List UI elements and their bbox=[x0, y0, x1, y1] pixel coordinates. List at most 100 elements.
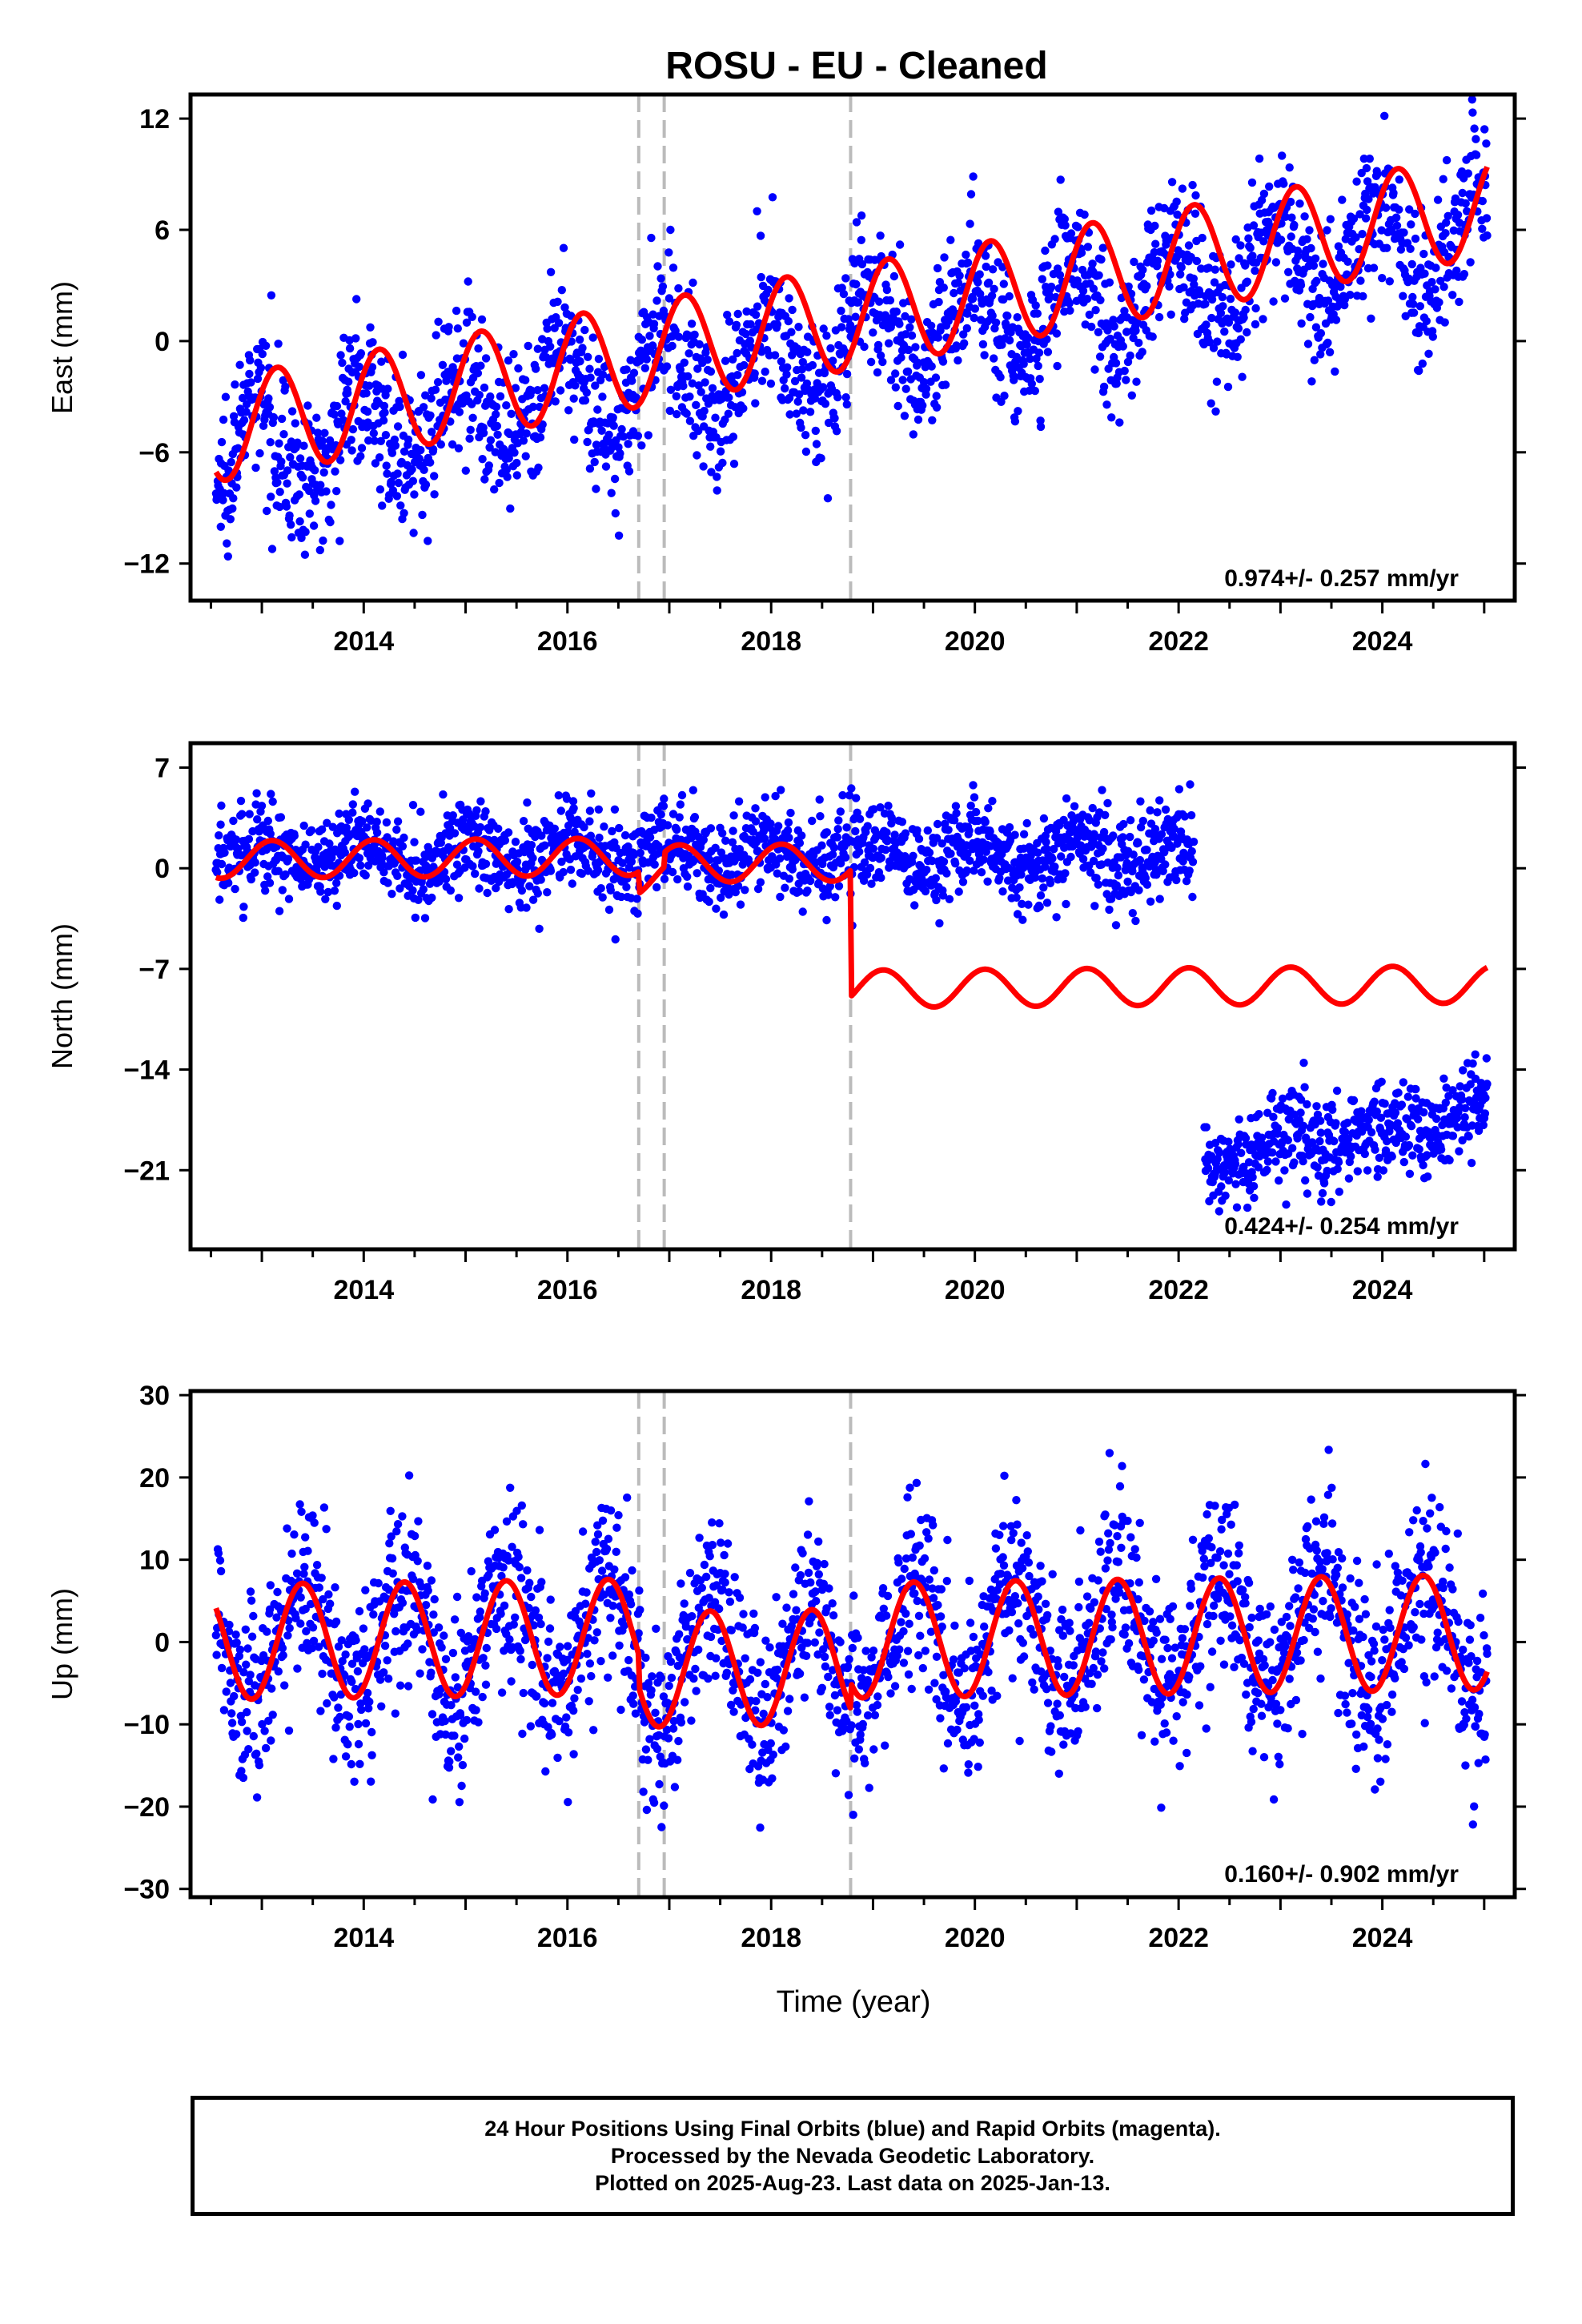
observation-point bbox=[891, 369, 900, 378]
observation-point bbox=[1132, 377, 1141, 386]
observation-point bbox=[1012, 893, 1021, 903]
observation-point bbox=[895, 320, 904, 328]
observation-point bbox=[1033, 309, 1042, 318]
observation-point bbox=[719, 910, 729, 919]
x-tick-label: 2018 bbox=[741, 1275, 801, 1305]
observation-point bbox=[428, 1710, 437, 1719]
observation-point bbox=[1176, 270, 1185, 279]
observation-point bbox=[270, 467, 279, 476]
observation-point bbox=[729, 460, 739, 468]
observation-point bbox=[566, 865, 576, 875]
observation-point bbox=[457, 1781, 466, 1791]
observation-point bbox=[496, 392, 505, 401]
observation-point bbox=[721, 836, 730, 846]
observation-point bbox=[1467, 1159, 1476, 1168]
observation-point bbox=[381, 391, 390, 400]
observation-point bbox=[269, 413, 279, 422]
observation-point bbox=[509, 350, 518, 359]
observation-point bbox=[876, 803, 885, 812]
observation-point bbox=[1287, 213, 1296, 222]
observation-point bbox=[415, 454, 424, 463]
observation-point bbox=[309, 1636, 319, 1646]
observation-point bbox=[656, 274, 665, 283]
observation-point bbox=[357, 444, 367, 452]
observation-point bbox=[842, 369, 852, 379]
observation-point bbox=[313, 428, 323, 437]
observation-point bbox=[817, 841, 826, 850]
observation-point bbox=[355, 1606, 364, 1616]
observation-point bbox=[1331, 316, 1341, 324]
observation-point bbox=[1482, 214, 1492, 223]
observation-point bbox=[1353, 1167, 1363, 1176]
observation-point bbox=[608, 826, 616, 836]
observation-point bbox=[215, 1556, 225, 1565]
observation-point bbox=[384, 1585, 394, 1594]
observation-point bbox=[1299, 1121, 1308, 1131]
observation-point bbox=[1158, 866, 1167, 876]
observation-point bbox=[890, 830, 899, 839]
observation-point bbox=[1480, 1109, 1490, 1118]
observation-point bbox=[1259, 189, 1269, 199]
observation-point bbox=[523, 798, 532, 807]
observation-point bbox=[550, 824, 559, 834]
observation-point bbox=[475, 391, 484, 400]
observation-point bbox=[669, 810, 678, 818]
observation-point bbox=[301, 1533, 310, 1542]
observation-point bbox=[479, 1654, 488, 1663]
observation-point bbox=[305, 509, 314, 518]
observation-point bbox=[1363, 177, 1372, 186]
observation-point bbox=[1482, 1054, 1492, 1063]
x-tick-label: 2018 bbox=[741, 626, 801, 657]
y-axis-label: North (mm) bbox=[46, 923, 78, 1069]
observation-point bbox=[1042, 899, 1052, 907]
observation-point bbox=[569, 804, 578, 813]
observation-point bbox=[476, 797, 485, 806]
observation-point bbox=[527, 841, 536, 850]
observation-point bbox=[1360, 1149, 1370, 1159]
observation-point bbox=[935, 919, 944, 928]
observation-point bbox=[456, 1711, 465, 1720]
observation-point bbox=[773, 869, 781, 878]
observation-point bbox=[420, 914, 430, 923]
observation-point bbox=[1182, 298, 1191, 307]
observation-point bbox=[1106, 334, 1115, 344]
observation-point bbox=[1307, 1138, 1317, 1147]
observation-point bbox=[701, 378, 709, 387]
observation-point bbox=[1397, 1100, 1407, 1109]
observation-point bbox=[980, 351, 989, 360]
observation-point bbox=[1074, 223, 1082, 231]
observation-point bbox=[490, 485, 499, 494]
observation-point bbox=[1422, 316, 1431, 326]
observation-point bbox=[777, 786, 785, 794]
observation-point bbox=[760, 834, 769, 843]
observation-point bbox=[999, 279, 1009, 288]
observation-point bbox=[1399, 1157, 1409, 1167]
observation-point bbox=[1129, 333, 1138, 343]
observation-point bbox=[665, 294, 674, 303]
observation-point bbox=[1399, 292, 1407, 300]
observation-point bbox=[354, 1739, 363, 1749]
observation-point bbox=[877, 873, 885, 883]
observation-point bbox=[528, 854, 537, 862]
observation-point bbox=[522, 429, 531, 438]
observation-point bbox=[303, 401, 312, 410]
observation-point bbox=[1186, 810, 1196, 820]
observation-point bbox=[287, 521, 295, 529]
observation-point bbox=[673, 825, 681, 834]
observation-point bbox=[312, 413, 321, 422]
observation-point bbox=[711, 843, 720, 853]
observation-point bbox=[1466, 1080, 1475, 1089]
observation-point bbox=[740, 360, 749, 370]
observation-point bbox=[611, 509, 620, 518]
observation-point bbox=[939, 283, 949, 292]
observation-point bbox=[1306, 312, 1315, 322]
observation-point bbox=[600, 822, 608, 831]
observation-point bbox=[314, 1642, 323, 1651]
observation-point bbox=[988, 797, 997, 806]
observation-point bbox=[604, 430, 613, 440]
observation-point bbox=[950, 816, 959, 825]
observation-point bbox=[1275, 1176, 1283, 1185]
observation-point bbox=[1226, 295, 1235, 304]
observation-point bbox=[1391, 1108, 1400, 1117]
observation-point bbox=[351, 1636, 360, 1645]
